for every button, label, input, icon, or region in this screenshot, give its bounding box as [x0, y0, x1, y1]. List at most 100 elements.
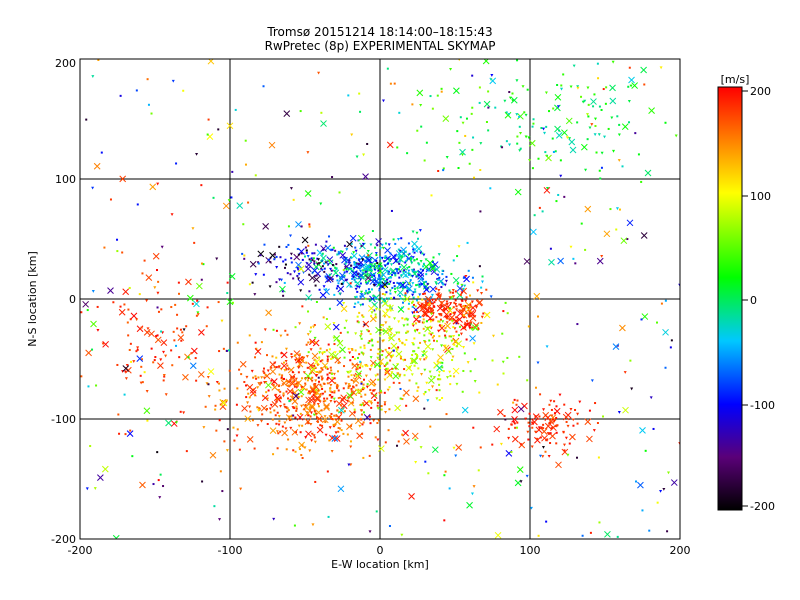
- data-point: [315, 274, 318, 277]
- data-point: [584, 248, 587, 251]
- data-point: [222, 347, 225, 350]
- data-point-cross: [609, 97, 617, 105]
- data-point-triangle: [674, 134, 678, 138]
- data-point: [185, 450, 188, 453]
- data-point-triangle: [246, 401, 250, 405]
- data-point: [452, 306, 455, 309]
- data-point-triangle: [428, 370, 432, 374]
- data-point: [236, 387, 239, 390]
- data-point: [343, 410, 346, 413]
- data-point: [375, 510, 378, 513]
- data-point: [331, 278, 334, 281]
- data-point: [308, 290, 311, 293]
- data-point-triangle: [437, 253, 441, 256]
- data-point-triangle: [318, 351, 322, 355]
- data-point-triangle: [592, 429, 596, 432]
- data-point: [360, 332, 363, 335]
- data-point: [332, 423, 335, 426]
- data-point-triangle: [588, 126, 592, 130]
- data-point: [404, 261, 407, 264]
- data-point: [320, 367, 323, 370]
- data-point: [135, 350, 138, 353]
- data-point-triangle: [526, 430, 530, 434]
- data-point: [297, 360, 300, 363]
- data-point: [449, 291, 452, 294]
- data-point: [340, 419, 343, 422]
- data-point-triangle: [448, 370, 452, 374]
- data-point: [370, 288, 373, 291]
- data-point: [398, 260, 401, 263]
- data-point-triangle: [258, 383, 262, 387]
- data-point: [356, 356, 359, 359]
- data-point-triangle: [254, 273, 258, 276]
- data-point-triangle: [524, 135, 528, 139]
- data-point: [379, 389, 382, 392]
- data-point: [367, 330, 370, 333]
- data-point: [279, 397, 282, 400]
- data-point: [85, 118, 88, 121]
- data-point: [321, 351, 324, 354]
- data-point: [207, 118, 210, 121]
- data-point: [288, 400, 291, 403]
- data-point-triangle: [380, 243, 384, 247]
- data-point-cross: [511, 415, 518, 423]
- data-point-triangle: [279, 404, 283, 408]
- data-point: [349, 359, 352, 362]
- data-point-triangle: [590, 123, 594, 126]
- data-point-triangle: [308, 449, 312, 453]
- data-point: [129, 342, 132, 345]
- data-point-triangle: [480, 280, 484, 284]
- data-point: [480, 286, 483, 289]
- data-point: [313, 436, 316, 439]
- data-point-triangle: [300, 386, 304, 390]
- data-point-triangle: [378, 271, 382, 275]
- data-point-cross: [149, 183, 157, 191]
- data-point-cross: [143, 407, 151, 415]
- data-point: [292, 449, 295, 452]
- y-tick-label: -200: [51, 533, 76, 546]
- data-point: [356, 290, 359, 293]
- data-point-cross: [511, 406, 519, 414]
- data-point: [414, 353, 417, 356]
- data-point: [317, 376, 320, 379]
- data-point: [387, 271, 390, 274]
- data-point: [265, 354, 268, 357]
- data-point: [417, 315, 420, 318]
- data-point-triangle: [402, 298, 406, 302]
- data-point-triangle: [430, 293, 434, 297]
- data-point: [373, 274, 376, 277]
- data-point: [407, 302, 410, 305]
- data-point: [415, 382, 418, 385]
- data-point: [362, 456, 365, 459]
- plot-border: [79, 58, 681, 540]
- data-point: [275, 255, 278, 258]
- data-point: [605, 86, 608, 89]
- data-point: [262, 395, 265, 398]
- data-point-cross: [403, 295, 411, 303]
- data-point: [478, 86, 481, 89]
- data-point: [354, 265, 357, 268]
- data-point-triangle: [452, 295, 456, 299]
- data-point: [355, 384, 358, 387]
- data-point: [331, 391, 334, 394]
- data-point: [242, 223, 245, 226]
- data-point: [397, 440, 400, 443]
- data-point-cross: [386, 141, 394, 149]
- data-point: [160, 330, 163, 333]
- data-point-cross: [333, 334, 341, 342]
- data-point: [235, 403, 238, 406]
- data-point-triangle: [382, 260, 386, 263]
- data-point: [276, 411, 279, 414]
- data-point-cross: [429, 285, 437, 293]
- data-point-cross: [220, 399, 228, 407]
- data-point-cross: [409, 357, 417, 365]
- data-point-cross: [118, 308, 126, 316]
- data-point: [379, 282, 382, 285]
- data-point: [430, 302, 433, 305]
- data-point: [140, 326, 143, 329]
- data-point: [542, 427, 545, 430]
- data-point: [463, 323, 466, 326]
- data-point-cross: [596, 257, 604, 265]
- data-point-cross: [239, 360, 247, 368]
- data-point-triangle: [383, 315, 387, 319]
